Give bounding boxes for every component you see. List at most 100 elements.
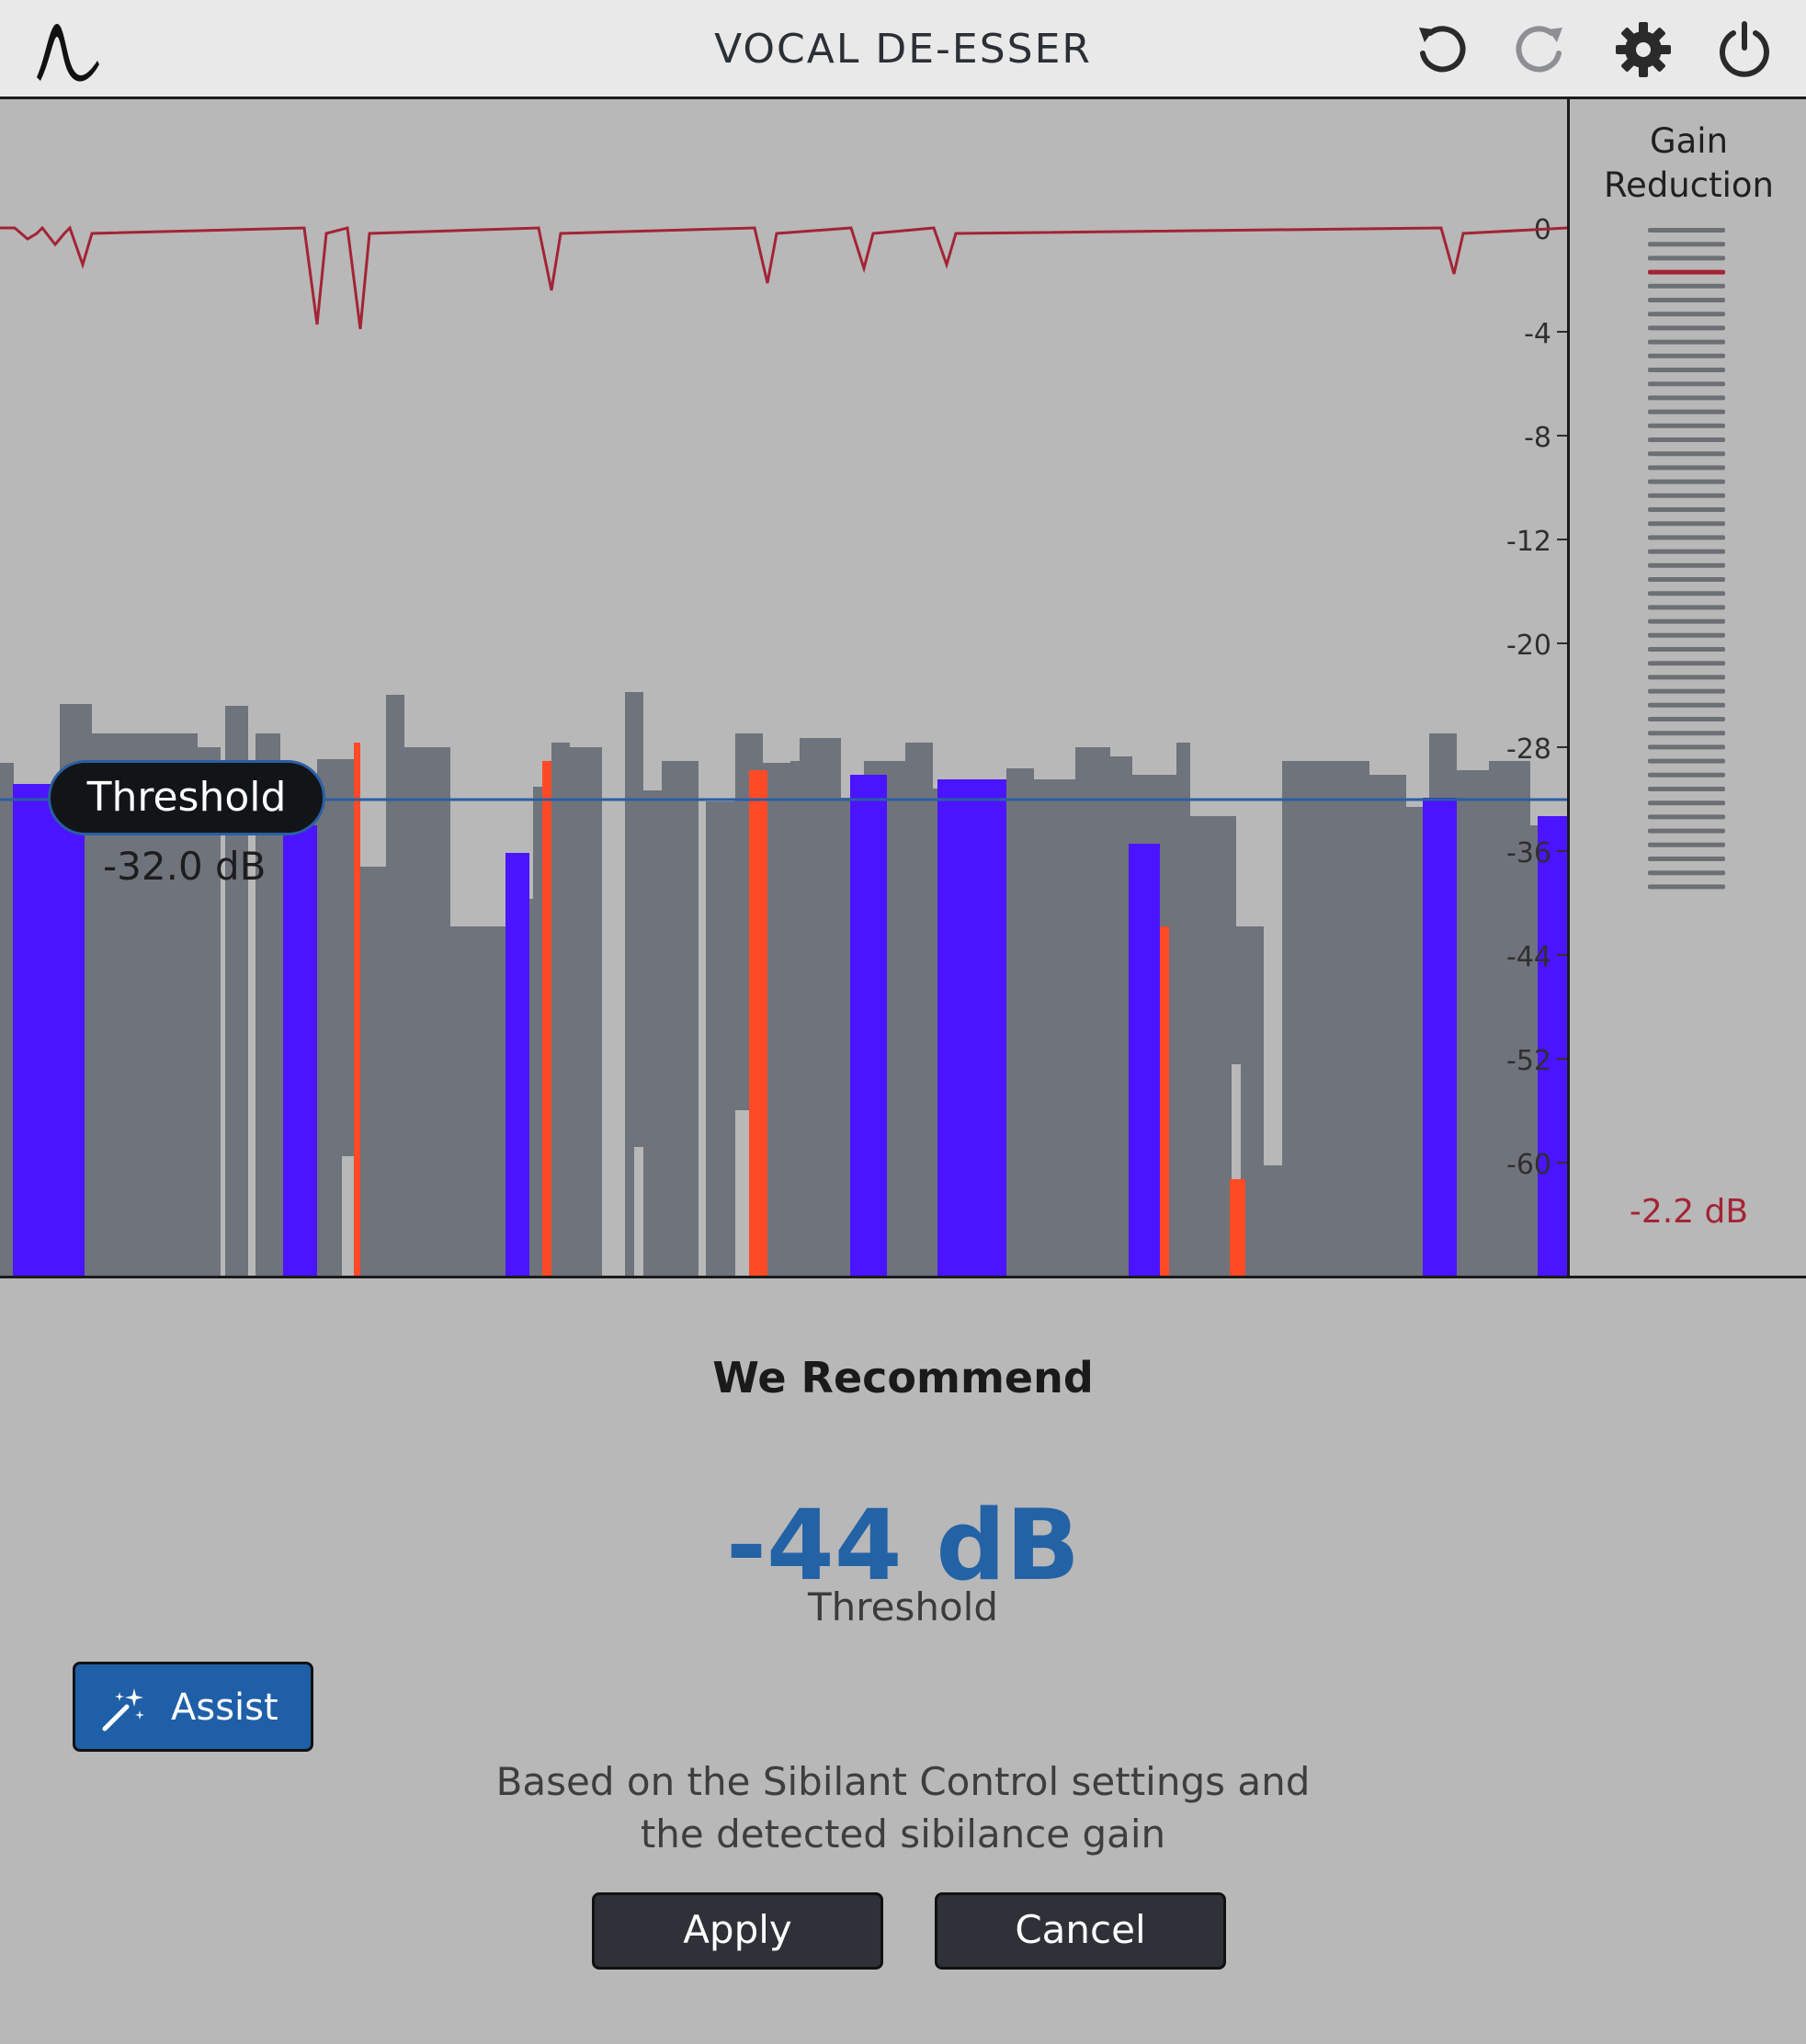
gain-reduction-meter-segment — [1648, 870, 1725, 876]
gain-reduction-meter-segment — [1648, 675, 1725, 680]
db-scale-label: -8 — [1524, 422, 1551, 454]
waveform-gap — [735, 1110, 749, 1276]
gain-reduction-meter-segment — [1648, 661, 1725, 666]
over-threshold-band — [542, 761, 551, 1276]
gain-reduction-meter-segment — [1648, 801, 1725, 806]
recommend-description-line1: Based on the Sibilant Control settings a… — [495, 1759, 1311, 1804]
over-threshold-band — [1160, 926, 1169, 1276]
waveform-segment — [570, 747, 602, 1276]
sibilance-band — [937, 779, 1006, 1276]
gain-reduction-meter-segment — [1648, 857, 1725, 861]
waveform-segment — [386, 695, 404, 1276]
gain-reduction-trace — [0, 225, 1568, 330]
analyzer-display: 0 -4 -8 -12 -20 -28 -36 -44 -52 -60 Gain Reductio… — [0, 99, 1806, 1278]
waveform-segment — [1006, 768, 1034, 1276]
sibilance-band — [850, 775, 887, 1276]
waveform-scope: 0-4-8-12-20-28-36-44-52-60 — [0, 214, 1725, 1276]
gain-reduction-meter-segment — [1648, 521, 1725, 527]
plugin-title: VOCAL DE-ESSER — [714, 26, 1092, 73]
waveform-segment — [800, 738, 841, 1276]
gain-reduction-title-line2: Reduction — [1604, 165, 1774, 205]
header-bar: VOCAL DE-ESSER — [0, 0, 1806, 99]
gain-reduction-meter-segment — [1648, 423, 1725, 428]
waveform-segment — [905, 743, 933, 1276]
db-scale-label: -52 — [1506, 1045, 1551, 1077]
gain-reduction-meter-segment — [1648, 255, 1725, 261]
waveform-segment — [1457, 770, 1489, 1276]
gain-reduction-meter-segment — [1648, 884, 1725, 890]
waveform-segment — [358, 867, 386, 1276]
undo-icon[interactable] — [1412, 20, 1471, 79]
gain-reduction-meter-segment — [1648, 731, 1725, 736]
redo-icon[interactable] — [1511, 20, 1570, 79]
waveform-segment — [1176, 743, 1190, 1276]
gain-reduction-meter-segment — [1648, 493, 1725, 498]
waveform-segment — [1264, 1165, 1282, 1276]
recommend-heading: We Recommend — [712, 1353, 1094, 1402]
gain-reduction-meter-segment — [1648, 772, 1725, 778]
db-scale-label: -36 — [1506, 837, 1551, 869]
gain-reduction-meter-segment — [1648, 465, 1725, 471]
db-scale-label: -4 — [1524, 318, 1551, 350]
waveform-segment — [1190, 816, 1236, 1276]
gain-reduction-meter-segment — [1648, 381, 1725, 387]
gear-icon[interactable] — [1614, 20, 1673, 79]
db-scale-label: -12 — [1506, 526, 1551, 558]
waveform-segment — [450, 926, 510, 1276]
sibilance-band — [13, 784, 85, 1276]
gain-reduction-meter-segment — [1648, 744, 1725, 750]
gain-reduction-meter-segment — [1648, 437, 1725, 442]
gain-reduction-meter-segment — [1648, 312, 1725, 317]
gain-reduction-meter-segment — [1648, 228, 1725, 233]
sibilance-band — [1538, 816, 1567, 1276]
over-threshold-band — [749, 770, 767, 1276]
gain-reduction-meter-segment — [1648, 577, 1725, 582]
gain-reduction-meter-segment — [1648, 688, 1725, 694]
waveform-segment — [1282, 761, 1369, 1276]
over-threshold-band — [354, 743, 360, 1276]
gain-reduction-meter-segment — [1648, 619, 1725, 624]
gain-reduction-meter-segment — [1648, 562, 1725, 568]
db-scale-label: -20 — [1506, 630, 1551, 662]
threshold-handle[interactable]: Threshold — [48, 760, 325, 835]
gain-reduction-meter-segment — [1648, 242, 1725, 247]
waveform-segment — [790, 761, 800, 1276]
gain-reduction-title: Gain Reduction — [1572, 119, 1806, 208]
over-threshold-band — [1230, 1179, 1245, 1276]
gain-reduction-meter-segment — [1648, 549, 1725, 554]
gain-reduction-meter-segment — [1648, 451, 1725, 457]
recommended-threshold-label: Threshold — [808, 1584, 998, 1630]
waveform-segment — [706, 801, 735, 1276]
gain-reduction-meter-segment — [1648, 395, 1725, 401]
waveform-segment — [1075, 747, 1110, 1276]
gain-reduction-meter-segment — [1648, 702, 1725, 708]
waveform-segment — [1034, 779, 1075, 1276]
waveform-gap — [634, 1147, 643, 1276]
gain-reduction-meter-segment — [1648, 298, 1725, 302]
recommend-description-line2: the detected sibilance gain — [640, 1811, 1166, 1857]
cancel-button[interactable]: Cancel — [935, 1892, 1226, 1970]
apply-button[interactable]: Apply — [592, 1892, 883, 1970]
gain-reduction-meter-segment — [1648, 409, 1725, 414]
waveform-gap — [1232, 1064, 1241, 1276]
sibilance-band — [1423, 798, 1457, 1276]
app-logo-icon — [37, 24, 99, 82]
recommend-description: Based on the Sibilant Control settings a… — [0, 1755, 1806, 1860]
gain-reduction-meter-segment — [1648, 717, 1725, 721]
waveform-segment — [0, 763, 14, 1276]
sibilance-band — [1129, 844, 1160, 1276]
db-scale-label: -28 — [1506, 733, 1551, 766]
waveform-segment — [1369, 775, 1406, 1276]
gain-reduction-meter-segment — [1648, 507, 1725, 512]
gain-reduction-meter-segment — [1648, 325, 1725, 331]
waveform-segment — [643, 790, 662, 1276]
waveform-segment — [662, 761, 699, 1276]
gain-reduction-meter-segment — [1648, 842, 1725, 847]
gain-reduction-meter-segment — [1648, 787, 1725, 791]
db-scale-label: -44 — [1506, 941, 1551, 973]
power-icon[interactable] — [1715, 20, 1774, 79]
gain-reduction-meter-segment — [1648, 283, 1725, 289]
gain-reduction-title-line1: Gain — [1649, 121, 1729, 161]
gain-reduction-meter-segment — [1648, 479, 1725, 484]
assist-button[interactable]: Assist — [73, 1662, 313, 1752]
